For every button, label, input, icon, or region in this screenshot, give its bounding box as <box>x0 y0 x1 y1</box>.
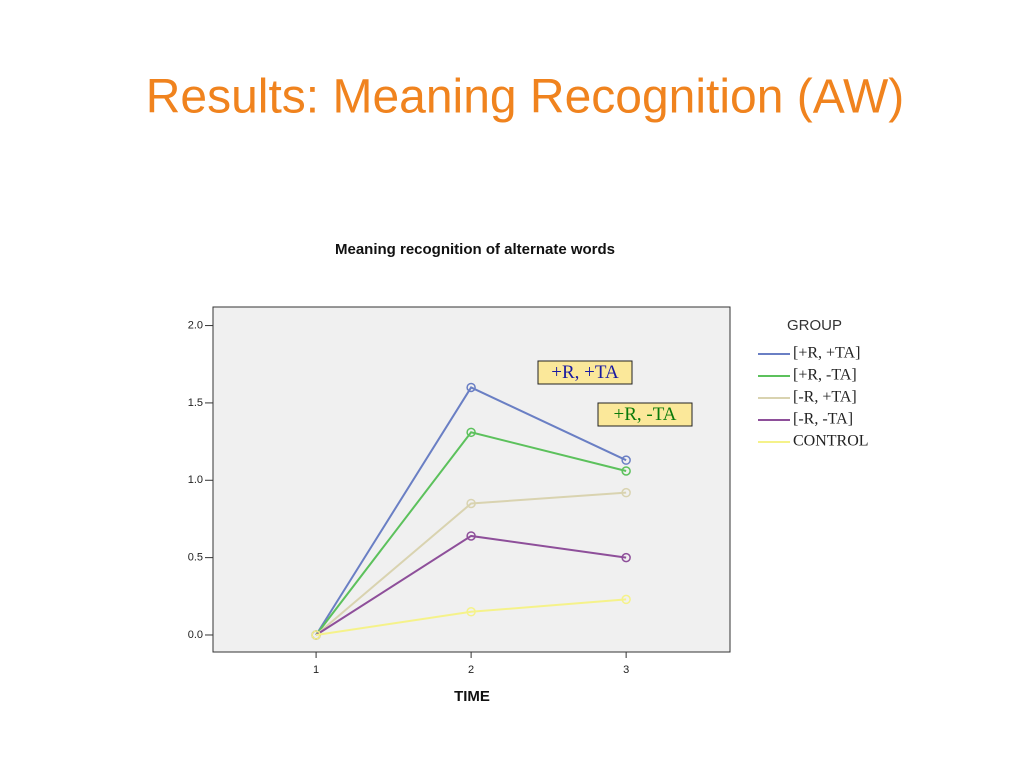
legend-label: [+R, -TA] <box>793 367 857 384</box>
series-marker <box>621 487 631 498</box>
annotation: +R, -TA <box>613 404 676 425</box>
slide-title: Results: Meaning Recognition (AW) <box>146 71 905 124</box>
series-line <box>315 386 627 636</box>
series-marker <box>466 382 476 393</box>
y-tick-label: 0.5 <box>188 552 203 564</box>
series-marker <box>466 531 476 541</box>
x-tick-label: 3 <box>623 664 629 676</box>
legend-label: [-R, +TA] <box>793 389 857 406</box>
y-tick-label: 1.5 <box>188 397 203 409</box>
series-marker <box>466 498 476 509</box>
x-tick-label: 2 <box>468 664 474 676</box>
series-marker <box>311 630 321 640</box>
annotation-box <box>597 402 693 427</box>
series-line <box>315 534 627 636</box>
plot-area <box>212 306 731 653</box>
series-marker <box>621 466 631 476</box>
legend-label: [-R, -TA] <box>793 411 853 428</box>
series-marker <box>621 594 631 605</box>
x-axis-label: TIME <box>454 688 490 705</box>
series-marker <box>621 552 631 563</box>
series-marker <box>466 427 476 438</box>
x-tick-label: 1 <box>313 664 319 676</box>
series-line <box>315 431 627 636</box>
series-marker <box>466 607 476 617</box>
chart-title: Meaning recognition of alternate words <box>335 241 615 258</box>
annotation-box <box>537 360 633 385</box>
y-tick-label: 0.0 <box>188 629 203 641</box>
y-tick-label: 2.0 <box>188 319 203 331</box>
series-line <box>315 598 627 636</box>
series-line <box>315 491 627 636</box>
legend-label: [+R, +TA] <box>793 345 860 362</box>
legend-title: GROUP <box>787 317 842 334</box>
annotation: +R, +TA <box>551 362 619 383</box>
series-marker <box>621 455 631 465</box>
y-tick-label: 1.0 <box>188 474 203 486</box>
legend-label: CONTROL <box>793 433 869 450</box>
